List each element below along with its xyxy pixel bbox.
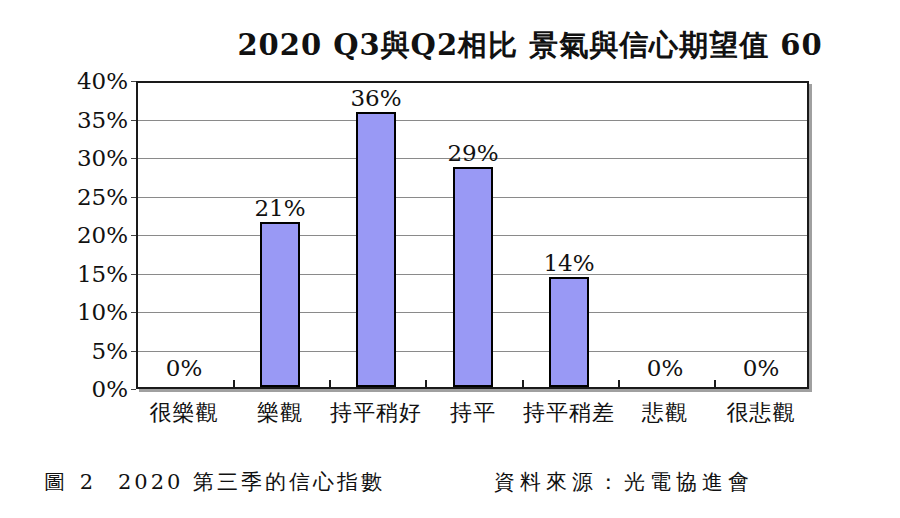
y-axis-label: 40% [0, 67, 128, 95]
x-axis-tick [618, 380, 620, 387]
x-axis-tick [233, 380, 235, 387]
figure-caption-title: 2020 第三季的信心指數 [118, 468, 385, 496]
bar-value-label: 0% [136, 355, 232, 381]
y-axis-tick [131, 120, 136, 121]
bar-持平稍好 [356, 112, 396, 387]
y-axis-tick [131, 197, 136, 198]
x-axis-label-悲觀: 悲觀 [610, 398, 720, 428]
x-axis-label-持平: 持平 [418, 398, 528, 428]
x-axis-label-很悲觀: 很悲觀 [706, 398, 816, 428]
y-axis-label: 20% [0, 221, 128, 249]
y-axis-tick [131, 274, 136, 275]
bar-持平稍差 [549, 277, 589, 387]
bar-value-label: 0% [713, 355, 809, 381]
y-axis-label: 0% [0, 375, 128, 403]
x-axis-label-持平稍好: 持平稍好 [321, 398, 431, 428]
chart-title: 2020 Q3與Q2相比 景氣與信心期望值 60 [160, 26, 900, 66]
bar-value-label: 29% [425, 140, 521, 166]
y-axis-label: 25% [0, 183, 128, 211]
figure-caption-label: 圖 2 [44, 468, 97, 496]
x-axis-label-樂觀: 樂觀 [225, 398, 335, 428]
y-axis-label: 15% [0, 260, 128, 288]
caption-row: 圖 2 2020 第三季的信心指數 資料來源：光電協進會 [0, 468, 900, 502]
y-axis-tick [131, 235, 136, 236]
plot-area [136, 81, 809, 389]
y-axis-label: 30% [0, 144, 128, 172]
bar-value-label: 14% [521, 250, 617, 276]
y-axis-label: 35% [0, 106, 128, 134]
bar-樂觀 [260, 222, 300, 387]
x-axis-label-很樂觀: 很樂觀 [129, 398, 239, 428]
y-axis-tick [131, 389, 136, 390]
x-axis-tick [425, 380, 427, 387]
bar-value-label: 21% [232, 195, 328, 221]
y-axis-tick [131, 81, 136, 82]
bar-value-label: 0% [617, 355, 713, 381]
source-caption: 資料來源：光電協進會 [494, 468, 754, 496]
y-axis-tick [131, 312, 136, 313]
y-axis-tick [131, 351, 136, 352]
chart-figure: 2020 Q3與Q2相比 景氣與信心期望值 60 圖 2 2020 第三季的信心… [0, 0, 900, 518]
x-axis-tick [522, 380, 524, 387]
x-axis-label-持平稍差: 持平稍差 [514, 398, 624, 428]
y-axis-label: 5% [0, 337, 128, 365]
x-axis-tick [714, 380, 716, 387]
bar-value-label: 36% [328, 85, 424, 111]
gridline [138, 120, 807, 121]
y-axis-tick [131, 158, 136, 159]
x-axis-tick [329, 380, 331, 387]
y-axis-label: 10% [0, 298, 128, 326]
bar-持平 [453, 167, 493, 387]
